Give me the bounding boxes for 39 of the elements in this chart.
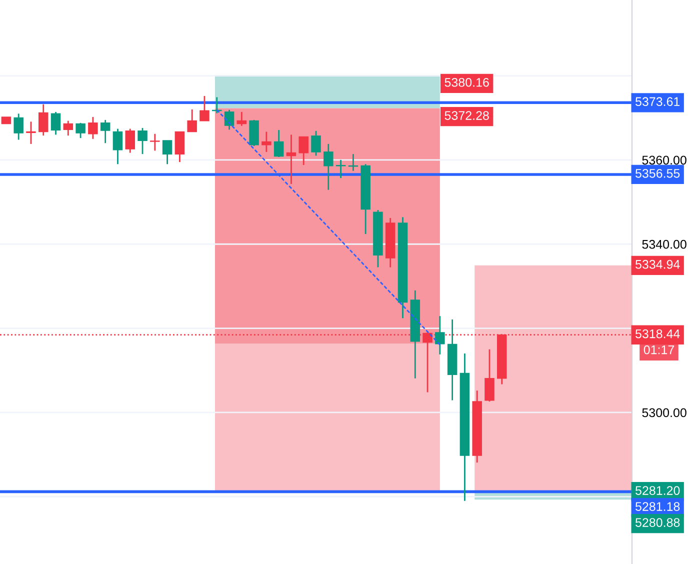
candlestick	[274, 129, 284, 158]
candlestick	[100, 119, 110, 144]
candlestick	[187, 108, 197, 132]
candlestick	[484, 348, 494, 402]
ref-line-label: 5318.44	[636, 329, 680, 338]
candlestick	[112, 128, 123, 165]
candlestick	[26, 120, 36, 145]
candlestick	[162, 140, 172, 165]
band-label: 5380.16	[444, 78, 489, 87]
y-tick-label: 5300.00	[642, 408, 686, 418]
candlestick	[236, 111, 247, 127]
text: 01:17	[644, 345, 674, 354]
candlestick	[200, 95, 210, 122]
y-tick-label: 5360.00	[642, 156, 686, 165]
candlestick	[298, 136, 308, 166]
band-label: 5372.28	[444, 111, 489, 120]
candlestick	[14, 112, 24, 140]
candlestick	[262, 131, 272, 153]
candlestick	[150, 133, 160, 152]
candlestick	[63, 120, 74, 136]
candlestick	[138, 127, 148, 155]
candlestick	[125, 128, 135, 154]
candlestick	[174, 131, 185, 163]
band-label: 5281.20	[636, 486, 680, 495]
ref-line-label: 5281.18	[636, 502, 680, 511]
candlestick	[249, 119, 259, 147]
candlestick	[88, 116, 98, 140]
ref-line-label: 5356.55	[636, 168, 680, 178]
candlestick	[286, 134, 296, 185]
candlestick	[38, 104, 48, 136]
candlestick	[311, 130, 321, 156]
candlestick	[435, 315, 445, 356]
candlestick	[324, 143, 334, 191]
y-tick-label: 5340.00	[642, 240, 686, 249]
candlestick	[50, 111, 61, 136]
band-label: 5334.94	[636, 260, 680, 269]
ref-line-label: 5373.61	[636, 97, 680, 106]
text: 5280.88	[636, 518, 680, 527]
candlestick	[76, 122, 86, 139]
